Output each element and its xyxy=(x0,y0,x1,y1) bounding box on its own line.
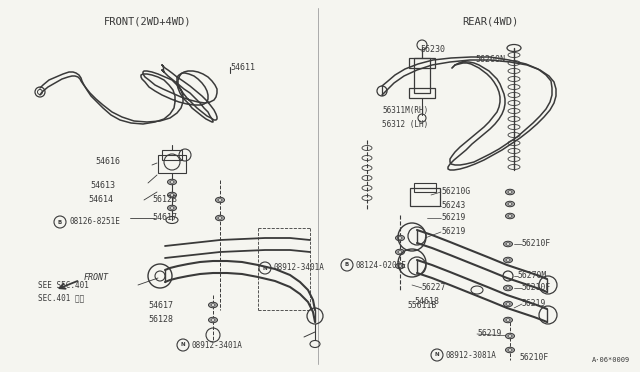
Text: 56128: 56128 xyxy=(152,196,177,205)
Ellipse shape xyxy=(170,181,174,183)
Text: 08912-3401A: 08912-3401A xyxy=(274,263,325,273)
Ellipse shape xyxy=(504,317,513,323)
Ellipse shape xyxy=(506,319,510,321)
Ellipse shape xyxy=(506,347,515,353)
Text: B: B xyxy=(345,263,349,267)
Text: 55611B: 55611B xyxy=(407,301,436,310)
Ellipse shape xyxy=(506,189,515,195)
Text: N: N xyxy=(180,343,186,347)
Text: 08126-8251E: 08126-8251E xyxy=(69,218,120,227)
Text: A·06*0009: A·06*0009 xyxy=(592,357,630,363)
Text: FRONT: FRONT xyxy=(84,273,109,282)
Text: 54617: 54617 xyxy=(148,301,173,310)
Text: 56210F: 56210F xyxy=(522,240,551,248)
Text: 56270M: 56270M xyxy=(518,272,547,280)
Text: 56260N: 56260N xyxy=(475,55,505,64)
Text: 54616: 54616 xyxy=(95,157,120,167)
Text: 54611: 54611 xyxy=(230,64,255,73)
Text: REAR(4WD): REAR(4WD) xyxy=(462,17,518,27)
Ellipse shape xyxy=(209,317,218,323)
Ellipse shape xyxy=(506,213,515,219)
Ellipse shape xyxy=(504,257,513,263)
Ellipse shape xyxy=(506,333,515,339)
Ellipse shape xyxy=(218,217,222,219)
Text: 56230: 56230 xyxy=(420,45,445,55)
Ellipse shape xyxy=(506,287,510,289)
Ellipse shape xyxy=(216,215,225,221)
Ellipse shape xyxy=(398,265,402,267)
Ellipse shape xyxy=(211,304,215,306)
Text: 56243: 56243 xyxy=(442,202,467,211)
Ellipse shape xyxy=(216,197,225,203)
Text: 54617: 54617 xyxy=(152,214,177,222)
Text: 08912-3401A: 08912-3401A xyxy=(192,340,243,350)
Text: 08124-0201E: 08124-0201E xyxy=(356,260,407,269)
Text: 54618: 54618 xyxy=(414,298,439,307)
Text: SEC.401 参照: SEC.401 参照 xyxy=(38,294,84,302)
Ellipse shape xyxy=(209,302,218,308)
Text: FRONT(2WD+4WD): FRONT(2WD+4WD) xyxy=(104,17,192,27)
Text: B: B xyxy=(58,219,62,224)
Text: 56227: 56227 xyxy=(422,283,446,292)
Text: 54614: 54614 xyxy=(88,196,113,205)
Text: 56219: 56219 xyxy=(442,214,467,222)
Ellipse shape xyxy=(396,235,404,241)
Bar xyxy=(414,58,430,93)
Text: SEE SEC.401: SEE SEC.401 xyxy=(38,280,89,289)
Ellipse shape xyxy=(508,349,512,351)
Ellipse shape xyxy=(504,241,513,247)
Bar xyxy=(162,150,182,160)
Ellipse shape xyxy=(504,301,513,307)
Text: 56210F: 56210F xyxy=(520,353,549,362)
Ellipse shape xyxy=(398,237,402,239)
Text: 56219: 56219 xyxy=(522,299,547,308)
Bar xyxy=(414,183,436,192)
Ellipse shape xyxy=(504,285,513,291)
Text: 56219: 56219 xyxy=(477,330,501,339)
Ellipse shape xyxy=(211,319,215,321)
Ellipse shape xyxy=(396,263,404,269)
Ellipse shape xyxy=(168,179,177,185)
Ellipse shape xyxy=(168,192,177,198)
Ellipse shape xyxy=(396,249,404,255)
Ellipse shape xyxy=(170,207,174,209)
Bar xyxy=(410,188,440,206)
Ellipse shape xyxy=(218,199,222,201)
Ellipse shape xyxy=(506,259,510,261)
Ellipse shape xyxy=(508,335,512,337)
Text: 56312 (LH): 56312 (LH) xyxy=(382,119,428,128)
Text: 08912-3081A: 08912-3081A xyxy=(446,350,497,359)
Bar xyxy=(409,58,435,68)
Ellipse shape xyxy=(170,194,174,196)
Ellipse shape xyxy=(506,201,515,207)
Text: 56210F: 56210F xyxy=(522,283,551,292)
Text: N: N xyxy=(262,266,268,270)
Bar xyxy=(409,88,435,98)
Ellipse shape xyxy=(398,251,402,253)
Text: 56210G: 56210G xyxy=(442,187,471,196)
Text: N: N xyxy=(435,353,439,357)
Ellipse shape xyxy=(168,205,177,211)
Ellipse shape xyxy=(508,203,512,205)
Bar xyxy=(158,155,186,173)
Text: 54613: 54613 xyxy=(90,180,115,189)
Ellipse shape xyxy=(506,303,510,305)
Ellipse shape xyxy=(508,215,512,217)
Ellipse shape xyxy=(508,191,512,193)
Ellipse shape xyxy=(506,243,510,245)
Text: 56219: 56219 xyxy=(442,228,467,237)
Text: 56311M(RH): 56311M(RH) xyxy=(382,106,428,115)
Text: 56128: 56128 xyxy=(148,315,173,324)
